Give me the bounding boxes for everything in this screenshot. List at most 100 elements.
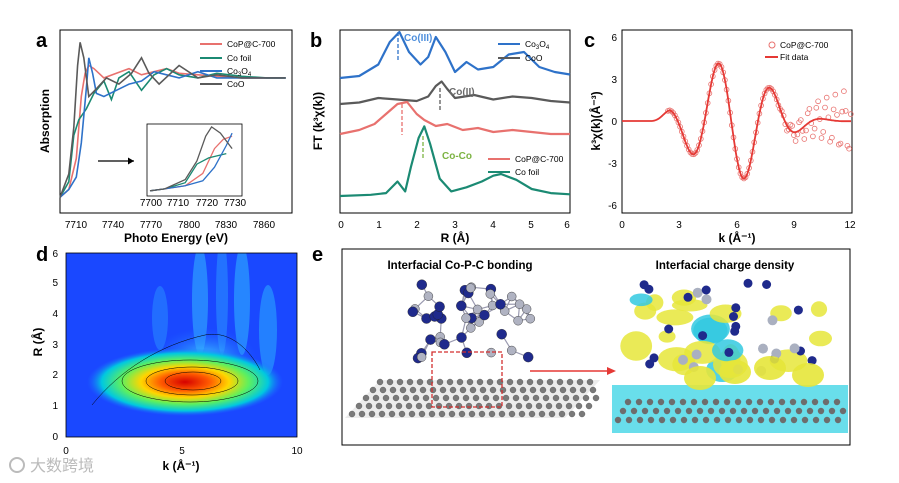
heatmap-contour — [121, 359, 259, 403]
carbon-atom — [624, 398, 632, 406]
panel-d-xlabel: k (Å⁻¹) — [163, 458, 200, 473]
carbon-atom — [545, 402, 553, 410]
carbon-atom — [647, 416, 655, 424]
charge-cluster — [620, 278, 832, 390]
carbon-atom — [586, 378, 594, 386]
legend-label: CoP@C-700 — [515, 154, 564, 164]
panel-label-d: d — [36, 244, 48, 266]
carbon-atom — [525, 402, 533, 410]
carbon-atom — [691, 416, 699, 424]
panel-b-xlabel: R (Å) — [441, 230, 470, 245]
cobalt-atom — [496, 329, 507, 340]
carbon-atom — [565, 402, 573, 410]
carbon-atom — [575, 402, 583, 410]
carbon-atom — [415, 402, 423, 410]
carbon-atom — [614, 416, 622, 424]
carbon-atom — [482, 394, 490, 402]
carbon-atom — [833, 398, 841, 406]
carbon-atom — [505, 402, 513, 410]
carbon-atom — [498, 410, 506, 418]
c-ytick-label: 3 — [611, 75, 617, 86]
carbon-atom — [546, 378, 554, 386]
panel-e-title-right: Interfacial charge density — [656, 260, 795, 272]
legend-label: Co foil — [515, 167, 539, 177]
d-ytick-label: 2 — [52, 370, 58, 381]
panel-d: d R (Å) k (Å⁻¹) 0 5 10 0 1 2 — [30, 244, 303, 473]
data-point — [841, 88, 847, 94]
phosphorus-atom — [692, 287, 703, 298]
carbon-atom — [636, 416, 644, 424]
cobalt-atom — [479, 309, 490, 321]
cop-cluster — [407, 279, 535, 364]
phosphorus-atom — [701, 294, 712, 305]
carbon-atom — [462, 394, 470, 402]
a-xtick-label: 7800 — [178, 220, 201, 231]
carbon-atom — [396, 378, 404, 386]
heatmap-streak — [259, 285, 277, 375]
carbon-atom — [549, 386, 557, 394]
phosphorus-atom — [767, 315, 778, 326]
carbon-atom — [625, 416, 633, 424]
c-xtick-label: 6 — [734, 220, 740, 231]
carbon-atom — [572, 394, 580, 402]
data-point — [787, 121, 794, 128]
carbon-atom — [578, 410, 586, 418]
annotation-coco: Co-Co — [442, 151, 472, 162]
a-xtick-label: 7740 — [102, 220, 125, 231]
carbon-atom — [538, 410, 546, 418]
carbon-atom — [472, 394, 480, 402]
charge-lobe — [792, 363, 824, 387]
cobalt-atom — [724, 347, 734, 357]
carbon-atom — [506, 378, 514, 386]
panel-b: b FT (k³χ(k)) R (Å) 0 1 2 3 4 5 6 Co(III… — [310, 29, 571, 245]
carbon-atom — [438, 410, 446, 418]
panel-c-points — [665, 60, 854, 182]
c-xtick-label: 0 — [619, 220, 625, 231]
carbon-atom — [823, 416, 831, 424]
carbon-atom — [589, 386, 597, 394]
carbon-atom — [668, 398, 676, 406]
c-xtick-label: 3 — [676, 220, 682, 231]
carbon-atom — [812, 416, 820, 424]
cobalt-atom — [807, 356, 817, 366]
carbon-atom — [375, 402, 383, 410]
carbon-atom — [406, 378, 414, 386]
cobalt-atom — [456, 300, 467, 311]
carbon-atom — [757, 416, 765, 424]
d-xtick-label: 0 — [63, 446, 69, 457]
cobalt-atom — [664, 324, 674, 334]
carbon-atom — [512, 394, 520, 402]
carbon-atom — [548, 410, 556, 418]
heatmap-contour — [145, 366, 239, 396]
carbon-atom — [526, 378, 534, 386]
carbon-atom — [445, 402, 453, 410]
legend-label: Co3O4 — [525, 39, 550, 51]
panel-a-legend: CoP@C-700 Co foil Co3O4 CoO — [200, 39, 276, 89]
panel-b-legend-bottom: CoP@C-700 Co foil — [488, 154, 564, 177]
carbon-atom — [568, 410, 576, 418]
carbon-atom — [658, 416, 666, 424]
panel-a: a Absorption Photo Energy (eV) 7710 7740… — [36, 29, 293, 245]
inset-arrowhead-icon — [128, 157, 134, 165]
heatmap-streak — [234, 253, 250, 355]
cobalt-atom — [434, 301, 445, 312]
carbon-atom — [416, 378, 424, 386]
cobalt-atom — [425, 334, 436, 345]
e-arrowhead-icon — [607, 367, 616, 375]
data-point — [842, 108, 849, 114]
carbon-atom — [418, 410, 426, 418]
phosphorus-atom — [525, 314, 535, 324]
cobalt-atom — [461, 347, 472, 358]
cobalt-atom — [439, 339, 450, 350]
carbon-atom — [528, 410, 536, 418]
panel-label-b: b — [310, 30, 322, 52]
carbon-atom — [690, 398, 698, 406]
carbon-atom — [459, 386, 467, 394]
data-point — [815, 98, 821, 105]
carbon-atom — [478, 410, 486, 418]
carbon-atom — [762, 407, 770, 415]
annotation-co2: Co(II) — [449, 87, 475, 98]
carbon-atom — [369, 386, 377, 394]
carbon-atom — [663, 407, 671, 415]
legend-marker-data — [768, 41, 776, 49]
